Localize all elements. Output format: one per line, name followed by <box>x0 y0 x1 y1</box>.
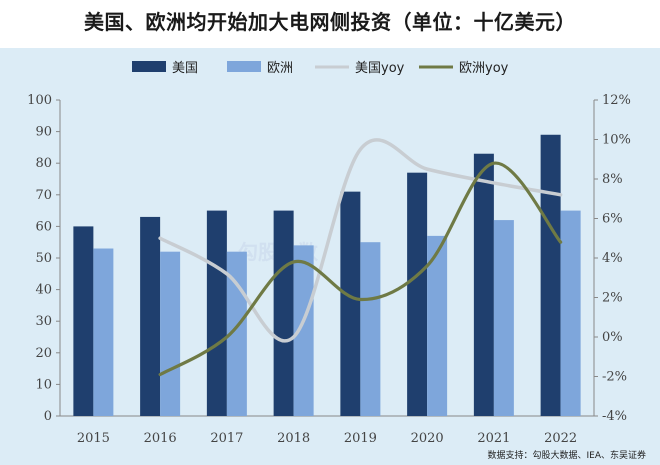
y-left-tick-label: 60 <box>35 219 52 234</box>
legend-swatch <box>227 61 261 72</box>
legend-label: 欧洲 <box>267 61 293 76</box>
y-left-tick-label: 70 <box>35 188 52 203</box>
us-bar <box>473 153 494 416</box>
x-tick-label: 2020 <box>411 431 444 446</box>
x-tick-label: 2022 <box>544 431 577 446</box>
x-tick-label: 2021 <box>477 431 510 446</box>
us-bar <box>273 210 294 416</box>
us-bar <box>73 226 94 416</box>
y-right-tick-label: -2% <box>602 370 627 385</box>
us-bar <box>206 210 227 416</box>
x-tick-label: 2019 <box>344 431 377 446</box>
x-tick-label: 2018 <box>277 431 310 446</box>
x-tick-label: 2015 <box>77 431 110 446</box>
eu-bar <box>360 242 381 416</box>
y-left-tick-label: 10 <box>35 377 52 392</box>
eu-bar <box>560 210 581 416</box>
y-left-tick-label: 100 <box>27 93 52 108</box>
chart-title: 美国、欧洲均开始加大电网侧投资（单位：十亿美元） <box>84 10 576 34</box>
y-left-tick-label: 20 <box>35 346 52 361</box>
y-left-tick-label: 80 <box>35 156 52 171</box>
legend-label: 美国 <box>172 61 198 76</box>
y-right-tick-label: 10% <box>602 133 631 148</box>
x-tick-label: 2016 <box>144 431 177 446</box>
eu-bar <box>293 245 314 416</box>
source-note: 数据支持：勾股大数据、IEA、东吴证券 <box>487 451 647 461</box>
us-bar <box>407 172 428 416</box>
legend-label: 欧洲yoy <box>459 61 509 76</box>
y-right-tick-label: 0% <box>602 330 623 345</box>
y-right-tick-label: 4% <box>602 251 623 266</box>
legend-swatch <box>132 61 166 72</box>
y-right-tick-label: 6% <box>602 212 623 227</box>
y-right-tick-label: -4% <box>602 409 627 424</box>
y-left-tick-label: 40 <box>35 283 52 298</box>
y-right-tick-label: 8% <box>602 172 623 187</box>
eu-bar <box>427 235 448 416</box>
eu-bar <box>93 248 114 416</box>
y-right-tick-label: 12% <box>602 93 631 108</box>
y-left-tick-label: 0 <box>44 409 52 424</box>
us-bar <box>340 191 361 416</box>
y-left-tick-label: 50 <box>35 251 52 266</box>
us-bar <box>140 216 161 416</box>
y-left-tick-label: 90 <box>35 125 52 140</box>
y-left-tick-label: 30 <box>35 314 52 329</box>
legend-label: 美国yoy <box>355 61 405 76</box>
x-tick-label: 2017 <box>210 431 243 446</box>
eu-bar <box>493 220 514 416</box>
us-yoy-line <box>158 138 563 343</box>
us-bar <box>540 134 561 416</box>
eu-bar <box>160 251 181 416</box>
y-right-tick-label: 2% <box>602 291 623 306</box>
